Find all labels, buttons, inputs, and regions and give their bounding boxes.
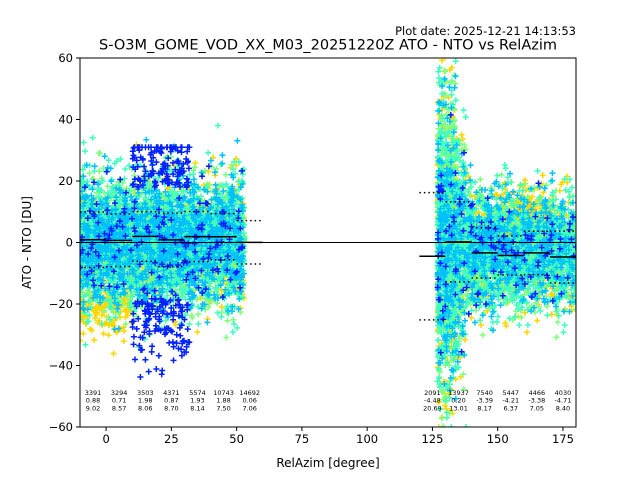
scatter-points bbox=[80, 58, 576, 427]
bin-annotation: 4466 bbox=[529, 389, 546, 397]
bin-annotation: 1.98 bbox=[138, 397, 152, 405]
y-tick-label: 60 bbox=[58, 51, 73, 65]
bin-annotation: 7.06 bbox=[242, 404, 256, 412]
y-tick-label: 20 bbox=[58, 174, 73, 188]
bin-annotation: 0.06 bbox=[242, 397, 256, 405]
bin-annotation: 5574 bbox=[189, 389, 206, 397]
bin-annotation: -3.38 bbox=[528, 397, 545, 405]
x-tick-label: 75 bbox=[295, 432, 310, 446]
bin-annotation: 13937 bbox=[448, 389, 469, 397]
scatter-series bbox=[80, 111, 576, 380]
bin-annotation: 0.20 bbox=[451, 397, 465, 405]
bin-annotation: 8.70 bbox=[164, 404, 178, 412]
bin-annotation: 13.01 bbox=[449, 404, 468, 412]
bin-annotation: 7.05 bbox=[530, 404, 544, 412]
bin-annotation: 10743 bbox=[213, 389, 234, 397]
bin-annotation: 14692 bbox=[239, 389, 260, 397]
axes: 0 25 50 75 100 125 150 175 −60 −40 −20 0 20 40 60 bbox=[49, 51, 574, 446]
bin-annotation: 6.37 bbox=[503, 404, 517, 412]
bin-annotation: 4371 bbox=[163, 389, 180, 397]
bin-annotation: 0.88 bbox=[86, 397, 100, 405]
x-tick-label: 100 bbox=[356, 432, 378, 446]
x-tick-label: 25 bbox=[164, 432, 179, 446]
x-tick-label: 150 bbox=[487, 432, 509, 446]
x-tick-label: 175 bbox=[552, 432, 574, 446]
bin-annotation: -3.39 bbox=[476, 397, 493, 405]
bin-annotation: 0.87 bbox=[164, 397, 178, 405]
bin-annotation: 2091 bbox=[424, 389, 441, 397]
bin-annotation: 8.57 bbox=[112, 404, 126, 412]
bin-annotation: 3503 bbox=[137, 389, 154, 397]
bin-annotation: -4.48 bbox=[424, 397, 441, 405]
bin-statistics-lines bbox=[80, 191, 576, 321]
y-tick-label: 0 bbox=[66, 236, 73, 250]
bin-annotation: 7540 bbox=[476, 389, 493, 397]
bin-annotation: 5447 bbox=[502, 389, 519, 397]
bin-annotation: 9.02 bbox=[86, 404, 100, 412]
bin-annotation: 8.14 bbox=[190, 404, 204, 412]
bin-annotation: 3294 bbox=[111, 389, 128, 397]
bin-annotation: 1.88 bbox=[216, 397, 230, 405]
bin-annotation: -4.71 bbox=[555, 397, 572, 405]
plot-date: Plot date: 2025-12-21 14:13:53 bbox=[395, 24, 576, 38]
bin-annotation: 8.40 bbox=[556, 404, 570, 412]
x-tick-label: 50 bbox=[229, 432, 244, 446]
bin-annotation: 0.71 bbox=[112, 397, 126, 405]
bin-annotation: 4030 bbox=[555, 389, 572, 397]
bin-annotation: 8.17 bbox=[477, 404, 491, 412]
x-tick-label: 0 bbox=[102, 432, 109, 446]
bin-annotation: -4.21 bbox=[502, 397, 519, 405]
chart-title: S-O3M_GOME_VOD_XX_M03_20251220Z ATO - NT… bbox=[99, 38, 557, 54]
y-tick-label: −20 bbox=[49, 297, 73, 311]
bin-annotation: 1.93 bbox=[190, 397, 204, 405]
y-tick-label: −40 bbox=[49, 359, 73, 373]
bin-annotation: 8.06 bbox=[138, 404, 152, 412]
bin-annotation: 3391 bbox=[85, 389, 102, 397]
bin-annotation: 20.69 bbox=[423, 404, 442, 412]
bin-annotation: 7.50 bbox=[216, 404, 230, 412]
y-axis-label: ATO - NTO [DU] bbox=[20, 196, 34, 289]
x-tick-label: 125 bbox=[421, 432, 443, 446]
x-axis-label: RelAzim [degree] bbox=[276, 456, 379, 470]
y-tick-label: −60 bbox=[49, 420, 73, 434]
y-tick-label: 40 bbox=[58, 113, 73, 127]
